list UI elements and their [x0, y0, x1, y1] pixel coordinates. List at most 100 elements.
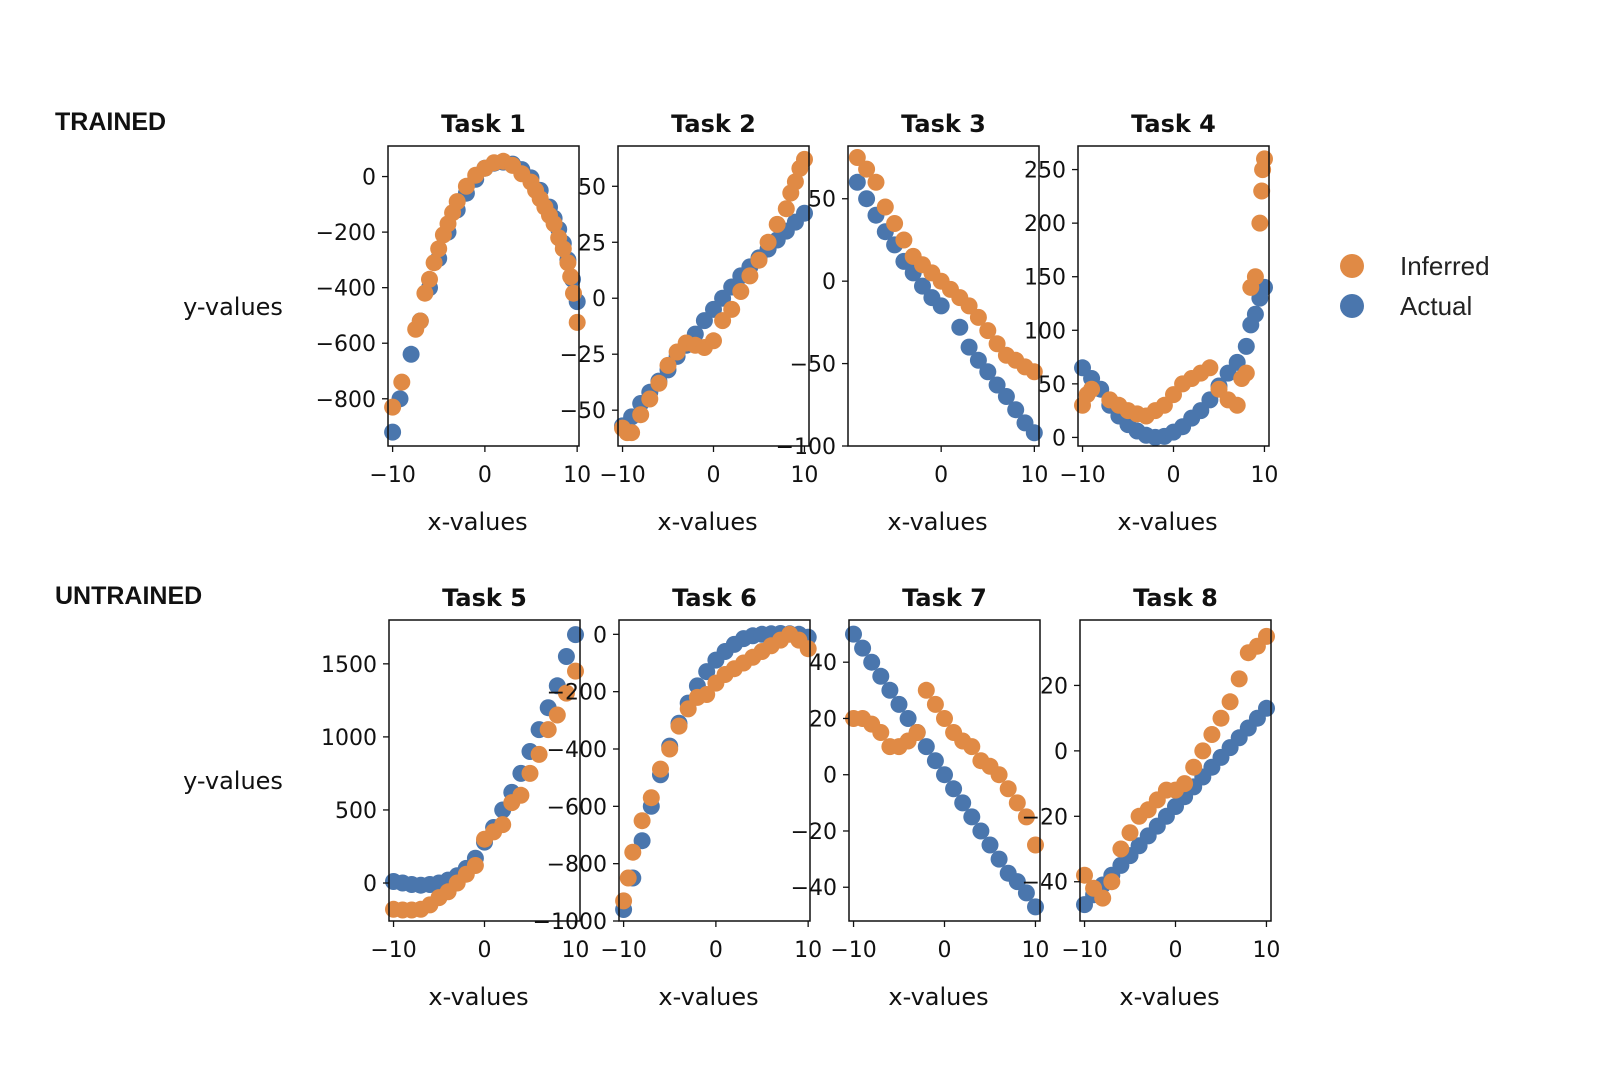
point-actual-task-1-2 [402, 345, 420, 363]
chart-task-7: Task 7 −10 0 10 40 20 0 −20 −40 x-values [791, 584, 1050, 1011]
point-inferred-task-1-27 [559, 254, 577, 272]
x-tick-label-task-4: 10 [1250, 463, 1278, 488]
y-tick-label-task-7: −20 [791, 820, 837, 845]
point-inferred-task-7-17 [999, 780, 1017, 798]
point-inferred-task-2-16 [750, 251, 768, 269]
point-inferred-task-1-3 [411, 312, 429, 330]
x-tick-label-task-5: −10 [370, 938, 416, 963]
point-actual-task-1-0 [384, 423, 402, 441]
point-inferred-task-2-21 [786, 173, 804, 191]
point-inferred-task-6-21 [799, 640, 817, 658]
point-actual-task-7-20 [1027, 898, 1044, 916]
y-tick-label-task-6: −1000 [533, 910, 607, 935]
point-inferred-task-1-12 [457, 177, 475, 195]
y-tick-label-task-1: −800 [316, 388, 376, 413]
point-inferred-task-2-2 [623, 424, 641, 442]
x-tick-label-task-1: −10 [369, 463, 415, 488]
point-actual-task-7-6 [899, 710, 917, 727]
point-inferred-task-1-1 [393, 373, 411, 391]
point-inferred-task-5-18 [548, 706, 566, 724]
point-inferred-task-5-15 [521, 764, 539, 782]
point-inferred-task-2-23 [796, 150, 813, 168]
point-actual-task-5-20 [567, 626, 584, 644]
point-inferred-task-5-12 [494, 816, 512, 834]
legend-label-inferred: Inferred [1400, 250, 1490, 281]
chart-title-task-6: Task 6 [672, 584, 757, 612]
x-tick-label-task-6: 10 [794, 938, 822, 963]
point-inferred-task-1-28 [562, 268, 580, 286]
y-axis-label-task-1: y-values [183, 293, 283, 321]
y-tick-label-task-8: −20 [1022, 805, 1068, 830]
point-inferred-task-8-14 [1203, 726, 1221, 743]
y-tick-label-task-8: 20 [1040, 674, 1068, 699]
point-inferred-task-7-16 [990, 766, 1008, 784]
chart-task-6: Task 6 −10 0 10 0 −200 −400 −600 −800 −1000 x-valu… [533, 584, 823, 1011]
y-tick-label-task-2: −50 [560, 399, 606, 424]
point-inferred-task-7-9 [926, 695, 944, 713]
point-inferred-task-8-20 [1258, 627, 1275, 645]
y-tick-label-task-4: 250 [1024, 159, 1066, 184]
x-tick-label-task-5: 0 [478, 938, 492, 963]
x-axis-label-task-1: x-values [427, 508, 527, 536]
x-tick-label-task-8: −10 [1061, 938, 1107, 963]
point-inferred-task-7-19 [1017, 808, 1035, 826]
x-axis-label-task-3: x-values [887, 508, 987, 536]
point-actual-task-3-13 [979, 363, 997, 381]
point-actual-task-7-0 [845, 625, 862, 643]
y-tick-label-task-6: −600 [547, 795, 607, 820]
y-tick-label-task-5: 500 [335, 799, 377, 824]
point-inferred-task-1-4 [416, 284, 434, 302]
legend-marker-actual [1340, 294, 1364, 318]
y-tick-label-task-5: 1500 [321, 653, 377, 678]
point-inferred-task-4-19 [1237, 364, 1255, 382]
point-inferred-task-8-15 [1212, 709, 1230, 727]
plot-frame-task-6 [618, 619, 811, 922]
point-inferred-task-5-20 [567, 662, 584, 680]
point-actual-task-3-16 [1007, 401, 1025, 419]
point-inferred-task-7-13 [963, 738, 981, 756]
legend-label-actual: Actual [1400, 290, 1473, 321]
x-tick-label-task-7: 0 [938, 938, 952, 963]
point-inferred-task-2-4 [641, 390, 659, 408]
point-inferred-task-7-18 [1008, 794, 1026, 812]
point-inferred-task-8-3 [1103, 873, 1121, 891]
point-inferred-task-3-12 [960, 297, 978, 315]
point-inferred-task-3-5 [895, 231, 913, 249]
point-inferred-task-7-7 [908, 724, 926, 741]
section-label-trained: TRAINED [55, 108, 167, 136]
y-tick-label-task-8: 0 [1054, 740, 1068, 765]
point-actual-task-7-18 [1008, 873, 1026, 891]
x-axis-label-task-8: x-values [1119, 983, 1219, 1011]
point-actual-task-7-4 [881, 681, 899, 699]
chart-title-task-3: Task 3 [901, 110, 986, 138]
x-axis-label-task-6: x-values [658, 983, 758, 1011]
point-inferred-task-7-20 [1027, 836, 1044, 854]
x-tick-label-task-2: −10 [599, 463, 645, 488]
point-inferred-task-2-11 [705, 332, 722, 350]
point-inferred-task-4-21 [1246, 268, 1264, 286]
y-tick-label-task-6: −800 [547, 853, 607, 878]
point-actual-task-3-12 [969, 351, 987, 369]
point-actual-task-7-19 [1017, 884, 1035, 902]
point-actual-task-4-18 [1237, 337, 1255, 355]
point-inferred-task-8-13 [1194, 742, 1212, 760]
point-inferred-task-7-3 [872, 724, 890, 741]
point-inferred-task-2-6 [659, 356, 677, 374]
x-tick-label-task-7: 10 [1021, 938, 1049, 963]
point-actual-task-3-18 [1025, 424, 1043, 442]
y-tick-label-task-4: 50 [1038, 373, 1066, 398]
chart-title-task-2: Task 2 [671, 110, 756, 138]
point-inferred-task-5-19 [557, 684, 575, 702]
point-inferred-task-2-19 [777, 200, 795, 218]
x-tick-label-task-8: 10 [1252, 938, 1280, 963]
x-tick-label-task-4: 0 [1167, 463, 1181, 488]
point-actual-task-8-20 [1258, 699, 1275, 717]
y-tick-label-task-7: 40 [809, 651, 837, 676]
y-tick-label-task-3: −100 [776, 435, 836, 460]
point-actual-task-3-1 [858, 190, 876, 208]
point-actual-task-3-0 [848, 173, 866, 191]
point-inferred-task-5-9 [466, 857, 484, 874]
y-tick-label-task-4: 200 [1024, 212, 1066, 237]
plot-frame-task-3 [847, 145, 1040, 447]
point-inferred-task-1-5 [421, 270, 438, 288]
